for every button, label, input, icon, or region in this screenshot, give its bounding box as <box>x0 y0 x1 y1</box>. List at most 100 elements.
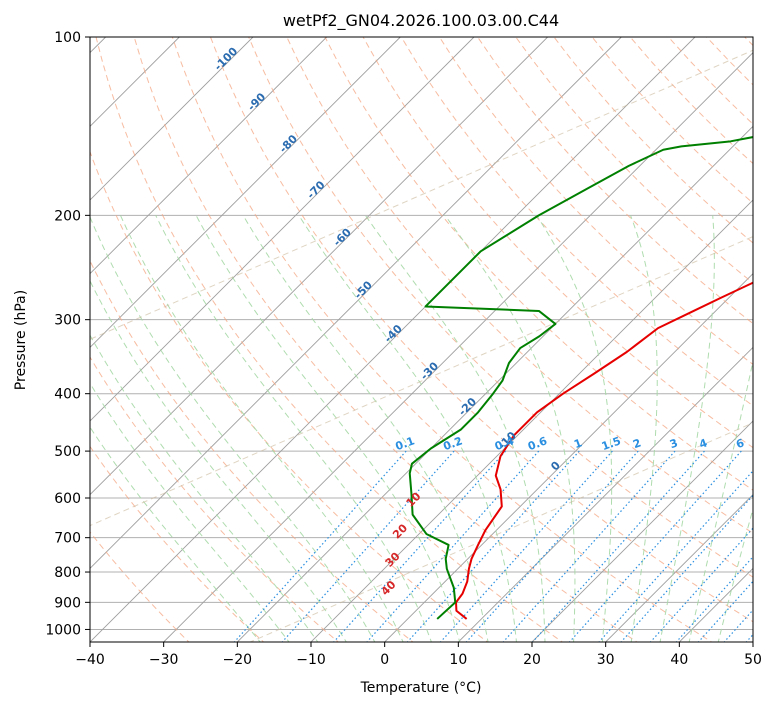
isotherm-label: -60 <box>331 226 354 249</box>
isotherm-label: -50 <box>352 278 375 301</box>
dry-adiabat <box>133 37 638 642</box>
mixing-ratio-line <box>598 469 753 642</box>
mixing-ratio-label: 1.5 <box>600 434 623 453</box>
moist-adiabat-label: 40 <box>379 578 399 598</box>
x-tick-label: −20 <box>223 652 253 668</box>
mixing-ratio-line <box>723 609 753 642</box>
isotherm-line <box>458 346 753 642</box>
mixing-ratio-line <box>465 450 639 642</box>
plot-area: -100-90-80-70-60-50-40-30-20-1000.1 0.2 0.… <box>90 37 775 644</box>
x-axis: −40 −30 −20 −10 0 10 20 30 40 50 <box>75 642 762 668</box>
isotherm-line <box>237 125 753 642</box>
helper-curve <box>90 236 753 527</box>
moist-adiabat <box>536 215 613 642</box>
mixing-ratio-label: 6 <box>734 436 746 451</box>
moist-adiabat <box>90 382 290 642</box>
series-dewpoint-line <box>408 136 753 620</box>
dry-adiabat <box>400 37 753 407</box>
y-tick-label: 1000 <box>45 622 81 638</box>
mixing-ratio-line <box>332 450 507 642</box>
isotherm-line <box>310 199 753 642</box>
y-tick-label: 800 <box>54 565 81 581</box>
isotherm-line <box>384 273 753 642</box>
series-temperature-line <box>455 281 753 620</box>
isotherm-line <box>90 37 327 275</box>
moist-adiabat <box>242 215 489 642</box>
mixing-ratio-label: 1 <box>572 436 584 451</box>
y-axis: 100 200 300 400 500 600 700 800 900 1000 <box>45 30 90 638</box>
mixing-ratio-label: 0.2 <box>441 434 464 453</box>
moist-adiabat <box>688 358 753 642</box>
chart-title: wetPf2_GN04.2026.100.03.00.C44 <box>283 11 559 31</box>
dry-adiabat <box>90 150 489 642</box>
mixing-ratio-label: 3 <box>668 436 680 451</box>
mixing-ratio-line <box>531 450 705 642</box>
moist-adiabat <box>90 279 347 642</box>
y-axis-title: Pressure (hPa) <box>13 290 29 390</box>
isotherm-line <box>90 37 254 201</box>
isotherm-line <box>90 37 475 422</box>
moist-adiabat <box>630 215 658 642</box>
x-tick-label: −30 <box>149 652 179 668</box>
moist-adiabat <box>298 215 517 642</box>
mixing-ratio-line <box>406 450 580 642</box>
moist-adiabat <box>90 215 376 642</box>
y-tick-label: 200 <box>54 208 81 224</box>
isotherm-label: -40 <box>382 322 405 345</box>
mixing-ratio-label: 4 <box>697 436 709 451</box>
isotherm-label: -100 <box>212 44 241 73</box>
moist-adiabat-label: 10 <box>404 490 424 510</box>
x-axis-title: Temperature (°C) <box>360 680 482 696</box>
y-tick-label: 900 <box>54 595 81 611</box>
dry-adiabat <box>362 37 753 449</box>
moist-adiabat <box>195 215 461 642</box>
moist-adiabat <box>120 215 404 642</box>
x-tick-label: −10 <box>296 652 326 668</box>
dry-adiabat <box>515 37 753 284</box>
isotherm-line <box>605 494 753 642</box>
mixing-ratio-line <box>620 494 753 642</box>
dry-adiabat <box>90 356 339 642</box>
mixing-ratio-line <box>233 450 407 642</box>
isotherm-line <box>163 52 753 642</box>
x-tick-label: 40 <box>670 652 688 668</box>
dry-adiabat <box>324 37 753 491</box>
isotherm-line <box>90 37 548 496</box>
mixing-ratio-line <box>281 450 455 642</box>
moist-adiabat <box>90 426 261 642</box>
dry-adiabat <box>95 37 564 642</box>
mixing-ratio-label: 2 <box>631 436 643 451</box>
y-tick-label: 700 <box>54 531 81 547</box>
x-tick-label: 50 <box>744 652 762 668</box>
dry-adiabat <box>439 37 753 366</box>
dry-adiabat <box>90 259 414 642</box>
mixing-ratio-label: 0.6 <box>526 434 549 453</box>
y-tick-label: 300 <box>54 313 81 329</box>
mixing-ratio-label: 0.1 <box>394 434 417 453</box>
dry-adiabat <box>171 37 713 642</box>
dry-adiabat <box>210 37 753 623</box>
isotherm-line <box>752 641 753 642</box>
moist-adiabat <box>444 215 576 642</box>
mixing-ratio-line <box>697 580 753 642</box>
isotherm-line <box>679 567 753 642</box>
plot-frame <box>89 36 754 643</box>
y-tick-label: 400 <box>54 387 81 403</box>
mixing-ratio-line <box>763 451 775 644</box>
mixing-ratio-line <box>675 555 753 642</box>
dry-adiabat <box>744 37 753 47</box>
x-tick-label: 20 <box>523 652 541 668</box>
y-tick-label: 100 <box>54 30 81 46</box>
isotherm-label: -90 <box>245 90 268 113</box>
x-tick-label: 0 <box>380 652 389 668</box>
helper-curve <box>249 422 753 642</box>
moist-adiabat <box>364 215 546 642</box>
x-tick-label: −40 <box>75 652 105 668</box>
x-tick-label: 10 <box>449 652 467 668</box>
mixing-ratio-label: 8 <box>764 436 775 451</box>
dry-adiabat <box>90 445 265 642</box>
isotherm-line <box>90 37 401 348</box>
moist-adiabat <box>659 215 715 642</box>
mixing-ratio-line <box>568 450 742 642</box>
